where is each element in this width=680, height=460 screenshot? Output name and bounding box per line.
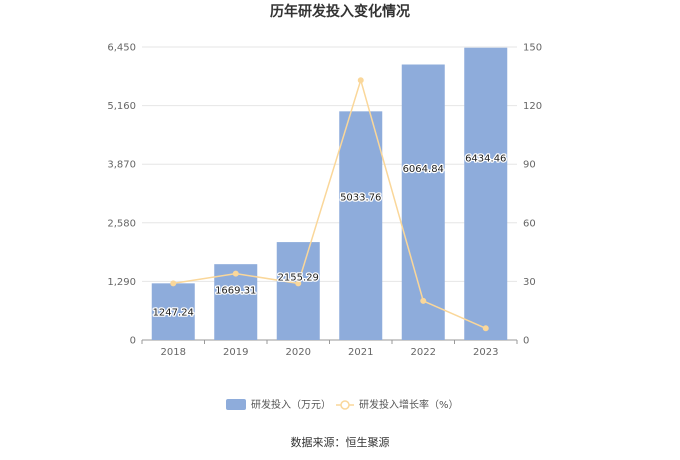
line-point — [420, 297, 427, 304]
bar-series — [151, 47, 508, 341]
line-point — [295, 280, 302, 287]
x-tick-label: 2021 — [348, 347, 373, 358]
y-right-tick-label: 120 — [523, 101, 542, 112]
bar — [339, 111, 383, 340]
x-tick-label: 2022 — [411, 347, 436, 358]
chart-title: 历年研发投入变化情况 — [270, 3, 410, 20]
legend-line-label: 研发投入增长率（%） — [359, 398, 459, 411]
line-point — [170, 280, 177, 287]
y-left-tick-label: 5,160 — [107, 101, 136, 112]
bar — [464, 47, 508, 340]
bar-value-label: 1247.24 — [153, 308, 194, 319]
line-point — [482, 325, 489, 332]
bar-value-label: 1669.31 — [215, 286, 256, 297]
y-left-tick-label: 2,580 — [107, 218, 136, 229]
x-tick-label: 2019 — [223, 347, 248, 358]
y-right-tick-label: 60 — [523, 218, 536, 229]
line-point — [357, 77, 364, 84]
line-series — [170, 77, 489, 332]
x-tick-label: 2020 — [286, 347, 311, 358]
axes: 0 1,290 2,580 3,870 5,160 6,450 0 30 60 90 120 150 2… — [107, 43, 542, 359]
y-right-tick-label: 30 — [523, 277, 536, 288]
x-tick-label: 2023 — [473, 347, 498, 358]
bar — [401, 64, 445, 341]
data-labels: 1247.24 1669.31 2155.29 5033.76 6064.84 6434.… — [151, 152, 507, 319]
y-left-tick-label: 0 — [130, 336, 136, 347]
bar-value-label: 5033.76 — [340, 193, 381, 204]
y-left-tick-label: 1,290 — [107, 277, 136, 288]
line-point — [232, 270, 239, 277]
data-source: 数据来源：恒生聚源 — [291, 435, 390, 449]
bar-value-label: 6064.84 — [403, 164, 444, 175]
grid — [142, 46, 517, 282]
y-right-tick-label: 0 — [523, 336, 529, 347]
y-right-tick-label: 150 — [523, 43, 542, 54]
legend[interactable]: 研发投入（万元） 研发投入增长率（%） — [226, 398, 459, 411]
bar-value-label: 2155.29 — [278, 272, 319, 283]
y-right-tick-label: 90 — [523, 160, 536, 171]
bar-value-label: 6434.46 — [465, 154, 506, 165]
bar — [214, 264, 258, 340]
legend-bar-swatch — [226, 399, 246, 410]
bar — [276, 242, 320, 340]
x-tick-label: 2018 — [161, 347, 186, 358]
growth-rate-line — [173, 77, 487, 329]
bar — [151, 283, 195, 340]
legend-bar-label: 研发投入（万元） — [251, 398, 331, 411]
y-left-tick-label: 6,450 — [107, 43, 136, 54]
y-left-tick-label: 3,870 — [107, 160, 136, 171]
legend-line-swatch — [336, 400, 354, 410]
